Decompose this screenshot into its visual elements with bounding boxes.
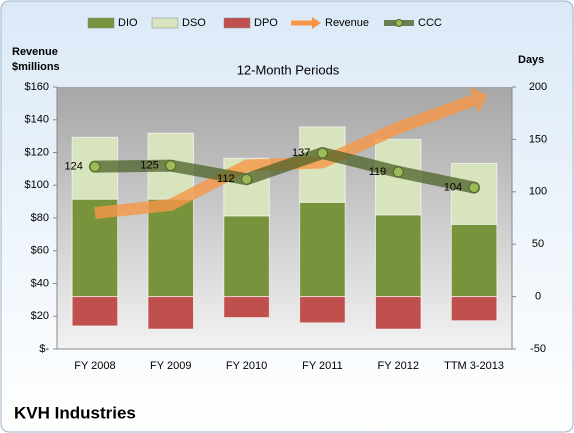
data-label: 104: [444, 182, 462, 194]
y-tick-label: $160: [25, 81, 49, 93]
ccc-marker: [241, 173, 253, 185]
bar: [223, 215, 270, 298]
ccc-marker: [392, 166, 404, 178]
data-label: 124: [65, 161, 83, 173]
legend-label: DSO: [182, 17, 206, 29]
chart-title: KVH Industries: [14, 403, 136, 422]
ccc-marker: [468, 182, 480, 194]
data-label: 125: [140, 160, 158, 172]
legend-label: DPO: [254, 17, 278, 29]
data-label: 112: [217, 173, 235, 185]
y-tick-label: $140: [25, 114, 49, 126]
y-tick-label: $60: [31, 245, 49, 257]
y-tick-label: $20: [31, 310, 49, 322]
legend-swatch: [87, 17, 115, 29]
legend: DIO DSO DPO Revenue CCC: [87, 17, 442, 29]
bar: [450, 296, 498, 322]
y2-tick-label: 200: [529, 81, 547, 93]
legend-swatch: [312, 17, 321, 29]
x-tick-label: TTM 3-2013: [444, 360, 504, 372]
bar: [450, 223, 498, 298]
bar: [223, 296, 270, 319]
x-tick-label: FY 2011: [302, 360, 343, 372]
y2-tick-label: 150: [529, 133, 547, 145]
legend-label: DIO: [118, 17, 138, 29]
bar: [375, 296, 422, 330]
chart-subtitle: 12-Month Periods: [237, 62, 340, 77]
bar: [71, 296, 119, 327]
y2-tick-label: 0: [535, 291, 541, 303]
y2-tick-label: -50: [530, 343, 546, 355]
x-tick-label: FY 2009: [150, 360, 191, 372]
ccc-marker: [89, 161, 101, 173]
data-label: 119: [369, 166, 387, 178]
bar: [299, 296, 346, 324]
y-tick-label: $40: [31, 277, 49, 289]
y2-tick-label: 100: [529, 186, 547, 198]
bar: [450, 163, 498, 225]
bar: [375, 214, 422, 298]
y2-axis-label: Days: [518, 54, 544, 66]
y-tick-label: $80: [31, 212, 49, 224]
plot-area: [57, 87, 512, 349]
legend-label: Revenue: [325, 17, 369, 29]
ccc-marker: [165, 160, 177, 172]
ccc-marker: [316, 147, 328, 159]
legend-swatch: [223, 17, 251, 29]
legend-label: CCC: [418, 17, 442, 29]
y-tick-label: $100: [25, 179, 49, 191]
y-tick-label: $-: [39, 343, 49, 355]
legend-swatch: [151, 17, 179, 29]
y-axis-label: Revenue: [12, 46, 58, 58]
bar: [299, 201, 346, 298]
ccc-line: [88, 147, 481, 194]
revenue-arrowhead: [469, 86, 488, 114]
data-label: 137: [292, 147, 310, 159]
legend-swatch: [395, 19, 403, 27]
y2-tick-label: 50: [532, 238, 544, 250]
x-tick-label: FY 2012: [378, 360, 419, 372]
y-axis-label: $millions: [12, 61, 60, 73]
x-tick-label: FY 2010: [226, 360, 267, 372]
bar: [147, 198, 194, 298]
bar: [147, 296, 194, 330]
y-tick-label: $120: [25, 146, 49, 158]
x-tick-label: FY 2008: [74, 360, 115, 372]
